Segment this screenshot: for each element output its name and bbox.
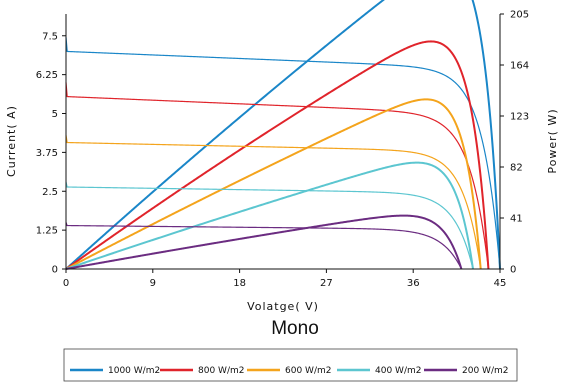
- y-left-axis-title: Current( A): [5, 105, 18, 177]
- legend-box: [63, 348, 518, 382]
- y-right-tick-label: 205: [510, 10, 529, 21]
- x-ticks: 0 9 18 27 36 45: [63, 269, 507, 289]
- y-right-tick-label: 164: [510, 61, 529, 72]
- x-tick-label: 0: [63, 278, 69, 289]
- legend-label: 600 W/m2: [285, 366, 331, 376]
- iv-curve-series-2: [65, 82, 490, 270]
- x-tick-label: 27: [320, 278, 333, 289]
- pv-curve-series-1: [65, 0, 501, 270]
- y-right-tick-label: 41: [510, 214, 523, 225]
- legend-label: 1000 W/m2: [108, 366, 160, 376]
- pv-curve-series-2: [65, 40, 490, 270]
- x-axis-title: Volatge( V): [247, 300, 319, 313]
- iv-curve-series-5: [65, 222, 462, 270]
- y-left-tick-label: 5: [52, 109, 58, 120]
- pv-curve-series-5: [65, 214, 463, 270]
- chart-title: Mono: [271, 318, 319, 339]
- legend-label: 800 W/m2: [198, 366, 244, 376]
- legend-items: 1000 W/m2 800 W/m2 600 W/m2 400 W/m2 200 W/m…: [70, 366, 508, 376]
- y-left-tick-label: 1.25: [36, 226, 58, 237]
- y-left-tick-label: 0: [52, 265, 58, 276]
- x-tick-label: 45: [494, 278, 507, 289]
- y-left-tick-label: 3.75: [36, 148, 58, 159]
- y-right-ticks: 0 41 82 123 164 205: [500, 10, 529, 276]
- y-right-tick-label: 0: [510, 265, 516, 276]
- legend: 1000 W/m2 800 W/m2 600 W/m2 400 W/m2 200 W/m…: [63, 348, 518, 382]
- x-tick-label: 9: [150, 278, 156, 289]
- x-tick-label: 18: [233, 278, 246, 289]
- iv-curve-series-3: [65, 135, 482, 270]
- iv-curve-series-1: [65, 37, 501, 270]
- pv-curve-series-3: [65, 98, 482, 270]
- y-left-tick-label: 6.25: [36, 70, 58, 81]
- x-tick-label: 36: [407, 278, 420, 289]
- y-left-tick-label: 7.5: [42, 31, 58, 42]
- y-left-tick-label: 2.5: [42, 187, 58, 198]
- curves-layer: [65, 0, 501, 270]
- y-left-ticks: 0 1.25 2.5 3.75 5 6.25 7.5: [36, 31, 66, 276]
- legend-label: 200 W/m2: [462, 366, 508, 376]
- y-right-axis-title: Power( W): [546, 108, 559, 173]
- pv-curve-series-4: [65, 161, 474, 270]
- legend-label: 400 W/m2: [375, 366, 421, 376]
- y-right-tick-label: 123: [510, 112, 529, 123]
- y-right-tick-label: 82: [510, 163, 523, 174]
- iv-curve-series-4: [65, 181, 474, 270]
